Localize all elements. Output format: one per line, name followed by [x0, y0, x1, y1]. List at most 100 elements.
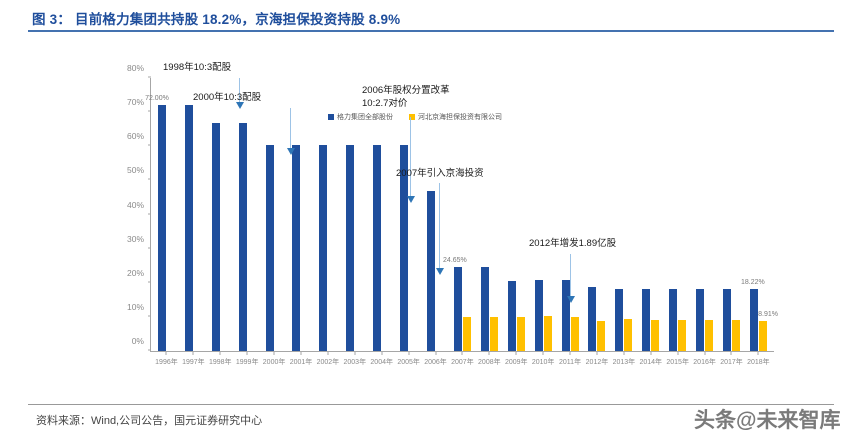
bar-group: 1999年	[234, 78, 261, 366]
x-axis-tick-mark	[408, 351, 410, 355]
x-axis-tick-mark	[381, 351, 383, 355]
annotation-leader-2000	[290, 108, 291, 149]
bar-group: 2006年	[422, 78, 449, 366]
bar-secondary	[758, 320, 767, 351]
x-axis-tick-mark	[623, 351, 625, 355]
x-axis-tick-label: 2014年	[639, 359, 663, 366]
x-axis-tick-label: 2001年	[289, 359, 313, 366]
bar-value-label: 24.65%	[443, 256, 467, 264]
x-axis-tick-label: 2012年	[585, 359, 609, 366]
annotation-2012-placement: 2012年增发1.89亿股	[529, 238, 617, 249]
chart-plot-area: 80% 70% 60% 50% 40% 30% 20% 10% 0% 1996年 1997年 199…	[118, 63, 778, 380]
bar-primary	[669, 288, 678, 351]
bar-primary	[346, 144, 355, 351]
bar-group: 2005年	[395, 78, 422, 366]
annotation-2007-jinghai: 2007年引入京海投资	[396, 168, 484, 179]
y-axis-tick-label: 40%	[126, 199, 144, 210]
bar-primary	[427, 190, 436, 351]
legend-swatch-secondary	[409, 114, 415, 120]
bar-group: 2001年	[288, 78, 315, 366]
x-axis-tick-mark	[757, 351, 759, 355]
bar-group: 1996年	[153, 78, 180, 366]
bar-group: 2012年	[584, 78, 611, 366]
bar-groups: 1996年 1997年 1998年 1999年 2000年 2001年 2002年 2003年…	[151, 78, 774, 366]
bar-group: 2003年	[341, 78, 368, 366]
y-axis-tick-label: 80%	[126, 63, 144, 73]
bar-primary	[453, 266, 462, 351]
legend-label-secondary: 河北京海担保投资有限公司	[418, 114, 502, 121]
bar-primary	[722, 288, 731, 351]
y-axis-tick-mark	[147, 76, 151, 78]
x-axis-tick-label: 2011年	[559, 359, 582, 366]
x-axis-tick-label: 1998年	[208, 359, 232, 366]
bar-secondary	[489, 316, 498, 351]
x-axis-tick-label: 1996年	[155, 359, 178, 366]
x-axis-tick-mark	[354, 351, 356, 355]
legend-swatch-primary	[328, 114, 334, 120]
bar-group: 2018年	[745, 78, 772, 366]
source-note: 资料来源：Wind,公司公告，国元证券研究中心	[36, 415, 263, 427]
title-divider	[28, 30, 834, 32]
bar-primary	[265, 144, 274, 351]
bar-primary	[615, 288, 624, 351]
chart-bars-box: 80% 70% 60% 50% 40% 30% 20% 10% 0% 1996年 1997年 199…	[127, 63, 778, 366]
bar-primary	[561, 280, 570, 351]
figure-title: 图 3： 目前格力集团共持股 18.2%，京海担保投资持股 8.9%	[32, 12, 401, 27]
bar-primary	[157, 105, 166, 351]
x-axis-tick-mark	[435, 351, 437, 355]
y-axis-tick-label: 50%	[126, 165, 144, 176]
annotation-leader-2006	[410, 117, 411, 197]
bar-primary	[292, 144, 301, 351]
bar-secondary	[678, 320, 687, 351]
bar-secondary	[462, 316, 471, 351]
x-axis-tick-label: 2013年	[612, 359, 636, 366]
bar-group: 2004年	[368, 78, 395, 366]
bar-group: 1997年	[180, 78, 207, 366]
x-axis-tick-mark	[488, 351, 490, 355]
y-axis-tick-label: 30%	[126, 233, 144, 244]
x-axis-tick-label: 2008年	[478, 359, 501, 366]
bar-secondary	[543, 315, 552, 351]
x-axis-tick-label: 2007年	[451, 359, 474, 366]
x-axis-tick-mark	[461, 351, 463, 355]
bar-value-label: 72.00%	[145, 95, 169, 103]
x-axis-tick-label: 1997年	[182, 359, 205, 366]
y-axis-tick-mark	[147, 349, 151, 351]
bar-secondary	[570, 316, 579, 351]
bar-secondary	[731, 320, 740, 351]
x-axis-tick-mark	[515, 351, 517, 355]
x-axis-tick-mark	[704, 351, 706, 355]
y-axis-tick-label: 20%	[126, 267, 144, 278]
x-axis-tick-mark	[300, 351, 302, 355]
bar-primary	[373, 144, 382, 351]
bar-group: 2014年	[637, 78, 664, 366]
y-axis-tick-mark	[147, 178, 151, 180]
bar-primary	[507, 280, 516, 351]
bar-primary	[480, 266, 489, 351]
x-axis-tick-mark	[219, 351, 221, 355]
y-axis-tick-label: 70%	[126, 97, 144, 108]
x-axis-tick-mark	[192, 351, 194, 355]
x-axis-tick-label: 2016年	[693, 359, 716, 366]
x-axis-tick-label: 2005年	[397, 359, 420, 366]
bar-value-label: 18.22%	[740, 278, 765, 286]
bar-primary	[749, 288, 758, 351]
y-axis-tick-mark	[147, 281, 151, 283]
legend-label-primary: 格力集团全部股份	[337, 114, 393, 121]
bar-group: 2009年	[503, 78, 530, 366]
y-axis-tick-label: 60%	[126, 131, 144, 142]
bar-primary	[534, 280, 543, 351]
bar-primary	[319, 144, 328, 351]
x-axis-tick-mark	[596, 351, 598, 355]
bar-group: 2007年	[449, 78, 476, 366]
x-axis-tick-mark	[730, 351, 732, 355]
bar-secondary	[516, 316, 525, 351]
bar-group: 2013年	[610, 78, 637, 366]
y-axis-tick-mark	[147, 247, 151, 249]
bar-primary	[400, 144, 409, 351]
x-axis-tick-label: 2002年	[316, 359, 340, 366]
x-axis-tick-label: 2000年	[262, 359, 286, 366]
y-axis-tick-label: 0%	[131, 336, 144, 346]
x-axis-tick-label: 2004年	[370, 359, 393, 366]
